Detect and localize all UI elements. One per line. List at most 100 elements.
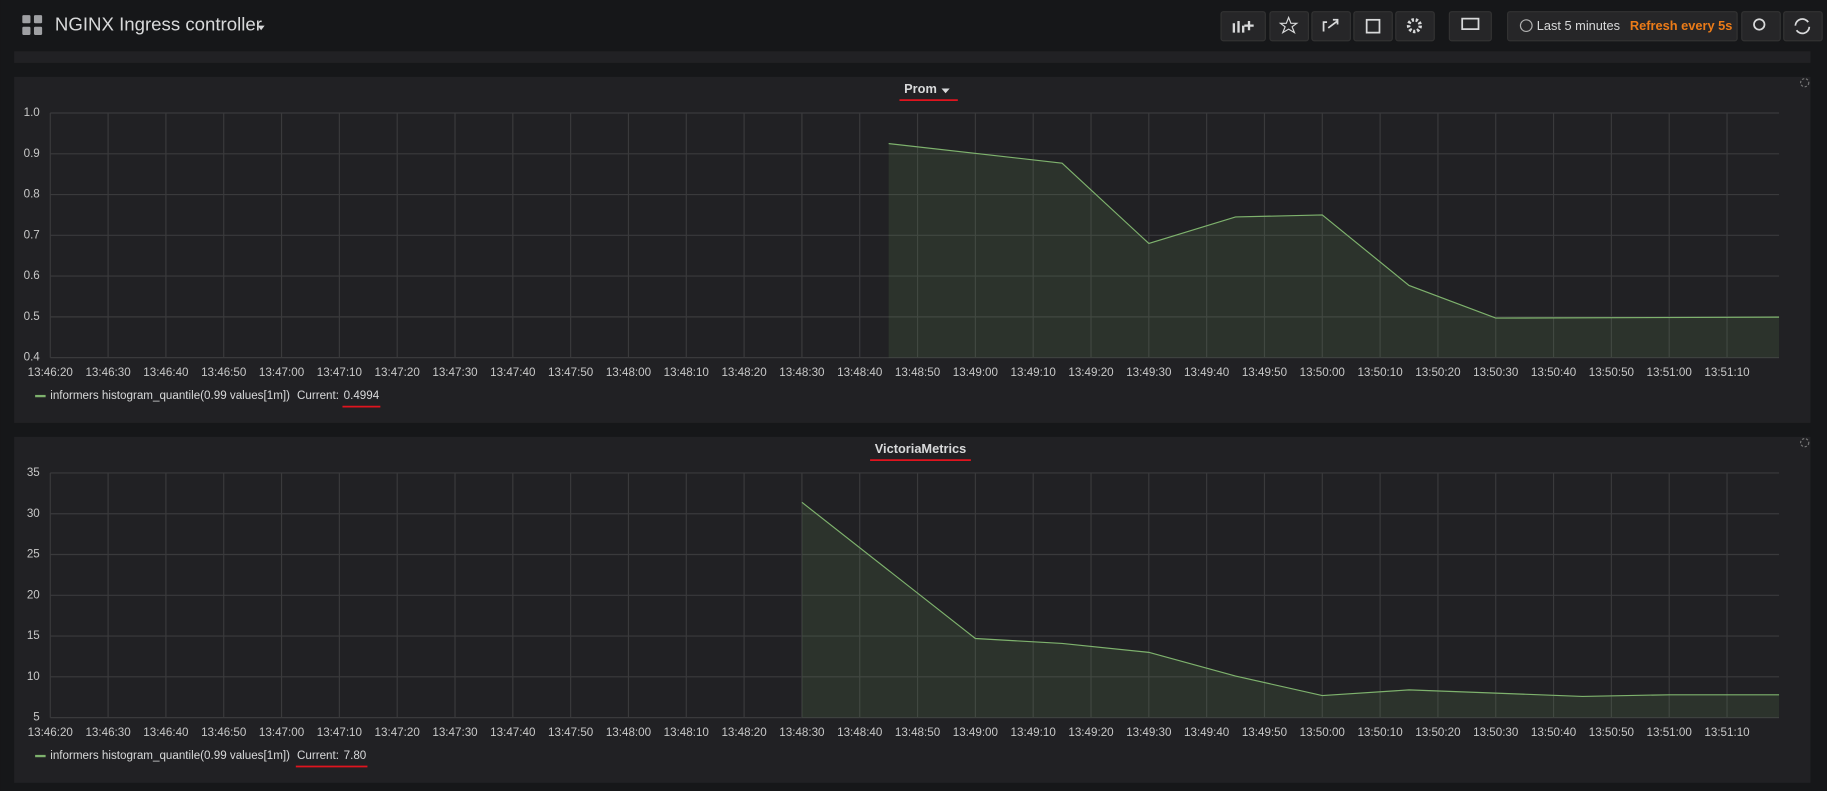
x-tick-label: 13:51:10 bbox=[1704, 726, 1750, 739]
x-tick-label: 13:50:20 bbox=[1415, 726, 1461, 739]
dashboard-title[interactable]: NGINX Ingress controller bbox=[55, 14, 262, 35]
x-tick-label: 13:49:00 bbox=[953, 366, 999, 379]
x-tick-label: 13:48:40 bbox=[837, 726, 883, 739]
y-tick-label: 10 bbox=[27, 670, 40, 683]
x-tick-label: 13:47:30 bbox=[432, 366, 478, 379]
legend-current-value: 7.80 bbox=[344, 749, 367, 762]
save-button[interactable] bbox=[1353, 11, 1393, 42]
y-tick-label: 0.8 bbox=[24, 188, 40, 201]
x-tick-label: 13:48:00 bbox=[606, 726, 652, 739]
x-tick-label: 13:50:10 bbox=[1357, 366, 1403, 379]
x-tick-label: 13:50:40 bbox=[1531, 726, 1577, 739]
x-tick-label: 13:48:30 bbox=[779, 366, 825, 379]
y-tick-label: 30 bbox=[27, 507, 40, 520]
legend-current-value: 0.4994 bbox=[344, 389, 380, 402]
x-tick-label: 13:46:20 bbox=[28, 726, 74, 739]
x-tick-label: 13:47:40 bbox=[490, 726, 536, 739]
series-area bbox=[801, 502, 1780, 718]
legend-entry[interactable]: informers histogram_quantile(0.99 values… bbox=[50, 389, 290, 402]
y-tick-label: 25 bbox=[27, 548, 40, 561]
x-tick-label: 13:48:20 bbox=[721, 366, 767, 379]
x-tick-label: 13:49:50 bbox=[1242, 366, 1288, 379]
legend-current-label: Current: bbox=[297, 749, 339, 762]
time-picker[interactable] bbox=[1507, 11, 1738, 42]
x-tick-label: 13:49:30 bbox=[1126, 726, 1172, 739]
x-tick-label: 13:51:00 bbox=[1647, 726, 1693, 739]
x-tick-label: 13:49:40 bbox=[1184, 726, 1230, 739]
settings-button[interactable] bbox=[1395, 11, 1435, 42]
x-tick-label: 13:49:30 bbox=[1126, 366, 1172, 379]
x-tick-label: 13:49:40 bbox=[1184, 366, 1230, 379]
x-tick-label: 13:48:10 bbox=[664, 366, 710, 379]
legend-current-label: Current: bbox=[297, 389, 339, 402]
series-area bbox=[888, 143, 1780, 358]
y-tick-label: 0.6 bbox=[24, 269, 40, 282]
x-tick-label: 13:50:50 bbox=[1589, 726, 1635, 739]
x-tick-label: 13:47:00 bbox=[259, 726, 305, 739]
panel bbox=[14, 76, 1811, 423]
x-tick-label: 13:49:20 bbox=[1068, 366, 1114, 379]
y-tick-label: 0.4 bbox=[24, 351, 41, 364]
panel bbox=[14, 436, 1811, 783]
x-tick-label: 13:51:00 bbox=[1647, 366, 1693, 379]
y-tick-label: 0.5 bbox=[24, 310, 40, 323]
x-tick-label: 13:47:10 bbox=[317, 366, 363, 379]
x-tick-label: 13:47:10 bbox=[317, 726, 363, 739]
x-tick-label: 13:48:50 bbox=[895, 726, 941, 739]
x-tick-label: 13:46:50 bbox=[201, 366, 247, 379]
x-tick-label: 13:48:10 bbox=[664, 726, 710, 739]
x-tick-label: 13:48:00 bbox=[606, 366, 652, 379]
x-tick-label: 13:50:50 bbox=[1589, 366, 1635, 379]
x-tick-label: 13:51:10 bbox=[1704, 366, 1750, 379]
x-tick-label: 13:47:50 bbox=[548, 726, 594, 739]
x-tick-label: 13:47:30 bbox=[432, 726, 478, 739]
x-tick-label: 13:50:20 bbox=[1415, 366, 1461, 379]
dashboard-menu[interactable] bbox=[22, 15, 43, 35]
x-tick-label: 13:46:30 bbox=[85, 366, 131, 379]
star-button[interactable] bbox=[1269, 11, 1310, 42]
panel-stub bbox=[14, 51, 1811, 63]
zoom-out-button[interactable] bbox=[1741, 11, 1781, 42]
panel-title: Prom bbox=[904, 81, 937, 96]
y-tick-label: 35 bbox=[27, 466, 40, 479]
x-tick-label: 13:46:40 bbox=[143, 366, 189, 379]
refresh-icon bbox=[1794, 18, 1811, 35]
refresh-interval[interactable]: Refresh every 5s bbox=[1630, 18, 1732, 33]
x-tick-label: 13:50:40 bbox=[1531, 366, 1577, 379]
time-range[interactable]: Last 5 minutes bbox=[1537, 18, 1620, 33]
refresh-button[interactable] bbox=[1783, 11, 1823, 42]
x-tick-label: 13:50:10 bbox=[1357, 726, 1403, 739]
legend-entry[interactable]: informers histogram_quantile(0.99 values… bbox=[50, 749, 290, 762]
title-caret bbox=[941, 88, 950, 94]
x-tick-label: 13:49:00 bbox=[953, 726, 999, 739]
zoom-icon bbox=[1753, 18, 1766, 31]
y-tick-label: 0.9 bbox=[24, 147, 40, 160]
x-tick-label: 13:49:50 bbox=[1242, 726, 1288, 739]
x-tick-label: 13:48:40 bbox=[837, 366, 883, 379]
x-tick-label: 13:48:20 bbox=[721, 726, 767, 739]
x-tick-label: 13:50:00 bbox=[1300, 726, 1346, 739]
x-tick-label: 13:49:10 bbox=[1011, 366, 1057, 379]
x-tick-label: 13:48:50 bbox=[895, 366, 941, 379]
x-tick-label: 13:49:10 bbox=[1011, 726, 1057, 739]
settings-icon bbox=[1406, 18, 1422, 34]
y-tick-label: 20 bbox=[27, 588, 40, 601]
loading-indicator bbox=[1800, 438, 1810, 448]
tv-mode-button[interactable] bbox=[1448, 11, 1492, 42]
save-icon bbox=[1365, 18, 1381, 34]
x-tick-label: 13:46:20 bbox=[28, 366, 74, 379]
y-tick-label: 15 bbox=[27, 629, 40, 642]
x-tick-label: 13:46:50 bbox=[201, 726, 247, 739]
x-tick-label: 13:50:30 bbox=[1473, 366, 1519, 379]
x-tick-label: 13:47:20 bbox=[375, 726, 421, 739]
x-tick-label: 13:47:40 bbox=[490, 366, 536, 379]
x-tick-label: 13:46:40 bbox=[143, 726, 189, 739]
clock-icon bbox=[1519, 19, 1533, 33]
x-tick-label: 13:47:50 bbox=[548, 366, 594, 379]
loading-indicator bbox=[1800, 78, 1810, 88]
x-tick-label: 13:50:30 bbox=[1473, 726, 1519, 739]
add-panel-icon bbox=[1232, 20, 1254, 33]
y-tick-label: 1.0 bbox=[24, 106, 41, 119]
